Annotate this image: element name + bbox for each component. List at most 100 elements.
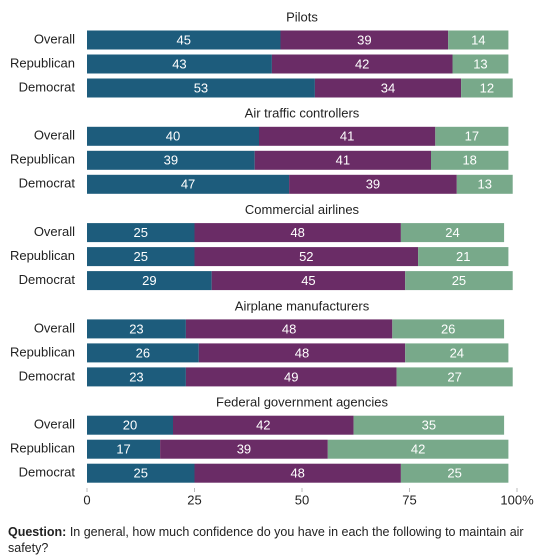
data-label: 12 bbox=[480, 80, 494, 95]
bar-segment bbox=[194, 463, 401, 483]
data-label: 53 bbox=[194, 80, 208, 95]
data-label: 26 bbox=[441, 321, 455, 336]
data-label: 42 bbox=[355, 56, 369, 71]
data-label: 25 bbox=[134, 249, 148, 264]
bar-segment bbox=[87, 150, 255, 170]
x-tick-label: 75 bbox=[402, 492, 416, 507]
bar-segment bbox=[198, 343, 406, 363]
data-label: 41 bbox=[340, 129, 354, 144]
data-label: 49 bbox=[284, 369, 298, 384]
data-label: 45 bbox=[301, 273, 315, 288]
category-label: Overall bbox=[34, 128, 75, 143]
data-label: 39 bbox=[366, 177, 380, 192]
note-label: Question: bbox=[8, 525, 67, 539]
data-label: 23 bbox=[129, 321, 143, 336]
data-label: 48 bbox=[282, 321, 296, 336]
category-label: Republican bbox=[10, 441, 75, 456]
bar-segment bbox=[396, 367, 513, 387]
category-label: Republican bbox=[10, 248, 75, 263]
data-label: 24 bbox=[450, 345, 464, 360]
bar-segment bbox=[405, 271, 513, 291]
bar-segment bbox=[87, 126, 259, 146]
data-label: 42 bbox=[256, 418, 270, 433]
data-label: 23 bbox=[129, 369, 143, 384]
bar-segment bbox=[314, 78, 462, 98]
bar-segment bbox=[87, 343, 199, 363]
data-label: 48 bbox=[290, 466, 304, 481]
data-label: 39 bbox=[237, 442, 251, 457]
category-label: Republican bbox=[10, 344, 75, 359]
x-tick-label: 0 bbox=[83, 492, 90, 507]
bar-segment bbox=[405, 343, 509, 363]
panel-title: Pilots bbox=[286, 9, 318, 24]
category-label: Overall bbox=[34, 224, 75, 239]
panel-title: Federal government agencies bbox=[216, 395, 388, 410]
bar-segment bbox=[173, 415, 354, 435]
bar-segment bbox=[353, 415, 505, 435]
bar-segment bbox=[431, 150, 509, 170]
data-label: 13 bbox=[478, 177, 492, 192]
bar-segment bbox=[185, 319, 393, 339]
bar-segment bbox=[456, 174, 513, 194]
data-label: 18 bbox=[462, 153, 476, 168]
bar-segment bbox=[87, 247, 195, 267]
bar-segment bbox=[400, 223, 505, 243]
data-label: 29 bbox=[142, 273, 156, 288]
data-label: 35 bbox=[422, 418, 436, 433]
data-label: 48 bbox=[290, 225, 304, 240]
bar-segment bbox=[435, 126, 509, 146]
data-label: 13 bbox=[473, 56, 487, 71]
bar-segment bbox=[418, 247, 509, 267]
data-label: 25 bbox=[134, 466, 148, 481]
bar-segment bbox=[87, 78, 315, 98]
panel-title: Airplane manufacturers bbox=[235, 298, 370, 313]
data-label: 17 bbox=[465, 129, 479, 144]
data-label: 39 bbox=[357, 32, 371, 47]
data-label: 20 bbox=[123, 418, 137, 433]
category-label: Democrat bbox=[19, 176, 76, 191]
data-label: 14 bbox=[471, 32, 485, 47]
bar-segment bbox=[211, 271, 406, 291]
category-label: Overall bbox=[34, 320, 75, 335]
data-label: 26 bbox=[136, 345, 150, 360]
panel-title: Air traffic controllers bbox=[245, 106, 360, 121]
bar-segment bbox=[87, 415, 173, 435]
data-label: 21 bbox=[456, 249, 470, 264]
data-label: 47 bbox=[181, 177, 195, 192]
x-tick-label: 100% bbox=[500, 492, 534, 507]
bar-segment bbox=[87, 174, 290, 194]
category-label: Republican bbox=[10, 152, 75, 167]
panel-title: Commercial airlines bbox=[245, 202, 360, 217]
bar-segment bbox=[327, 439, 509, 459]
bar-segment bbox=[400, 463, 509, 483]
bar-segment bbox=[392, 319, 505, 339]
bar-segment bbox=[87, 223, 195, 243]
category-label: Overall bbox=[34, 417, 75, 432]
bar-segment bbox=[271, 54, 453, 74]
bar-segment bbox=[87, 30, 281, 50]
bar-segment bbox=[87, 271, 212, 291]
data-label: 17 bbox=[116, 442, 130, 457]
data-label: 24 bbox=[445, 225, 459, 240]
data-label: 48 bbox=[295, 345, 309, 360]
data-label: 27 bbox=[447, 369, 461, 384]
bar-segment bbox=[254, 150, 431, 170]
category-label: Democrat bbox=[19, 368, 76, 383]
note: Question: In general, how much confidenc… bbox=[8, 524, 544, 556]
bar-segment bbox=[185, 367, 397, 387]
category-label: Overall bbox=[34, 31, 75, 46]
data-label: 39 bbox=[164, 153, 178, 168]
data-label: 25 bbox=[447, 466, 461, 481]
x-tick-label: 25 bbox=[187, 492, 201, 507]
bar-segment bbox=[160, 439, 328, 459]
data-label: 45 bbox=[177, 32, 191, 47]
bar-segment bbox=[461, 78, 513, 98]
data-label: 52 bbox=[299, 249, 313, 264]
bar-segment bbox=[280, 30, 449, 50]
category-label: Democrat bbox=[19, 79, 76, 94]
data-label: 25 bbox=[134, 225, 148, 240]
data-label: 25 bbox=[452, 273, 466, 288]
bar-segment bbox=[87, 463, 195, 483]
bar-segment bbox=[194, 223, 401, 243]
